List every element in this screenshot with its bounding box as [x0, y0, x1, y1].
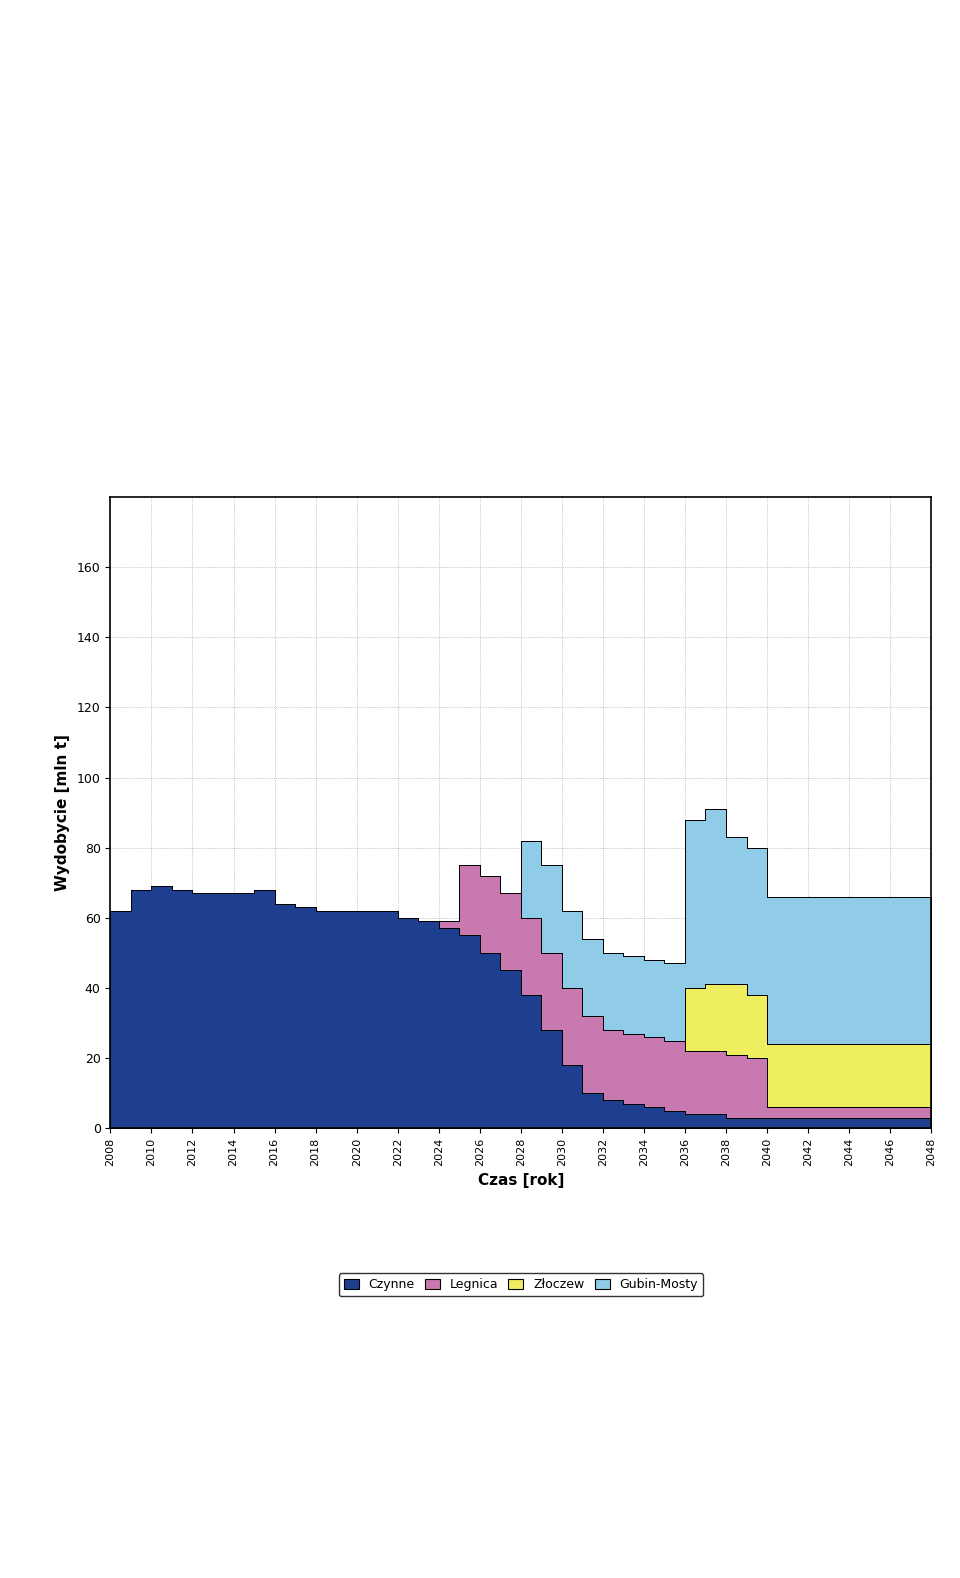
X-axis label: Czas [rok]: Czas [rok] [478, 1174, 564, 1188]
Y-axis label: Wydobycie [mln t]: Wydobycie [mln t] [55, 734, 70, 892]
Legend: Czynne, Legnica, Złoczew, Gubin-Mosty: Czynne, Legnica, Złoczew, Gubin-Mosty [339, 1273, 703, 1297]
